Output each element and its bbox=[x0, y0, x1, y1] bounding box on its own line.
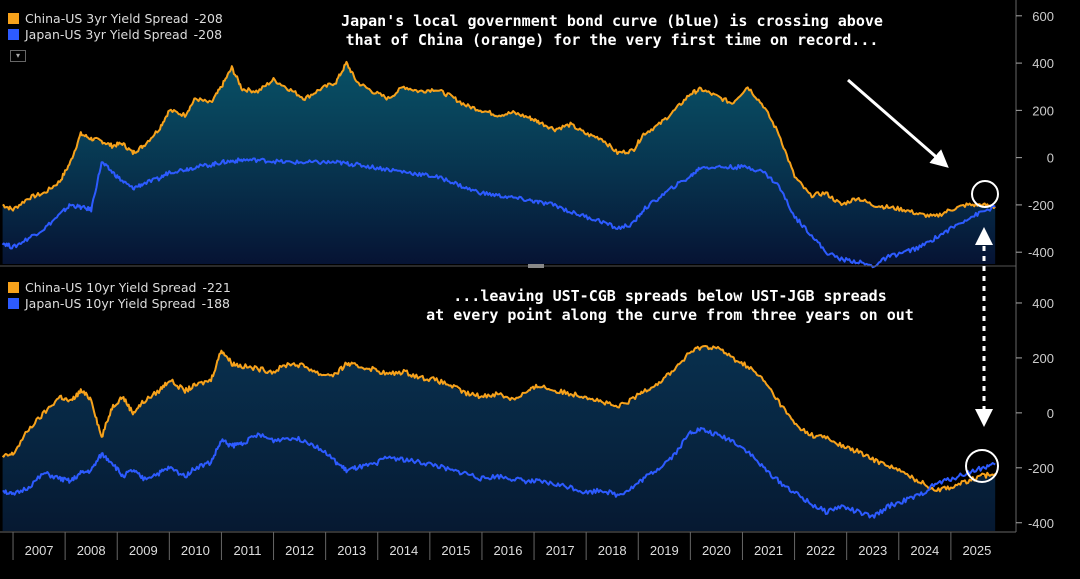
annotation-top-line1: Japan's local government bond curve (blu… bbox=[341, 12, 883, 30]
legend-swatch-japan bbox=[8, 28, 19, 40]
y-axis-bottom: 400 200 0 -200 -400 bbox=[1016, 296, 1054, 531]
x-tick-label: 2016 bbox=[494, 543, 523, 558]
x-tick-label: 2015 bbox=[441, 543, 470, 558]
highlight-circle-top bbox=[971, 180, 999, 208]
legend-value: -221 bbox=[202, 279, 231, 295]
x-tick-label: 2012 bbox=[285, 543, 314, 558]
legend-item-china-10yr[interactable]: China-US 10yr Yield Spread -221 bbox=[8, 279, 231, 295]
series-line-china bbox=[2, 60, 996, 218]
y-tick-label: 0 bbox=[1047, 406, 1054, 421]
y-tick-label: 200 bbox=[1032, 351, 1054, 366]
x-tick-label: 2024 bbox=[910, 543, 939, 558]
series-line-china bbox=[1, 345, 997, 493]
legend-top: China-US 3yr Yield Spread -208 Japan-US … bbox=[8, 10, 223, 42]
panel-resize-handle[interactable] bbox=[528, 264, 544, 268]
area-fill-0 bbox=[2, 63, 996, 264]
x-tick-label: 2023 bbox=[858, 543, 887, 558]
x-tick-label: 2018 bbox=[598, 543, 627, 558]
highlight-circle-bottom bbox=[965, 449, 999, 483]
legend-item-japan-3yr[interactable]: Japan-US 3yr Yield Spread -208 bbox=[8, 26, 223, 42]
x-tick-label: 2009 bbox=[129, 543, 158, 558]
x-tick-label: 2022 bbox=[806, 543, 835, 558]
y-tick-label: -400 bbox=[1028, 516, 1054, 531]
annotation-bottom-line1: ...leaving UST-CGB spreads below UST-JGB… bbox=[453, 287, 887, 305]
x-tick-label: 2008 bbox=[77, 543, 106, 558]
series-line-japan bbox=[1, 157, 996, 269]
annotation-arrow-top bbox=[847, 78, 949, 168]
x-tick-label: 2007 bbox=[25, 543, 54, 558]
legend-item-japan-10yr[interactable]: Japan-US 10yr Yield Spread -188 bbox=[8, 295, 231, 311]
y-axis-top: 600 400 200 0 -200 -400 bbox=[1016, 9, 1054, 260]
y-tick-label: -200 bbox=[1028, 198, 1054, 213]
legend-label: Japan-US 10yr Yield Spread bbox=[25, 295, 196, 311]
x-tick-label: 2017 bbox=[546, 543, 575, 558]
y-tick-label: -200 bbox=[1028, 461, 1054, 476]
x-tick-label: 2013 bbox=[337, 543, 366, 558]
legend-label: China-US 10yr Yield Spread bbox=[25, 279, 197, 295]
legend-collapse-icon[interactable]: ▾ bbox=[10, 50, 26, 62]
x-tick-label: 2025 bbox=[962, 543, 991, 558]
legend-value: -188 bbox=[201, 295, 230, 311]
y-tick-label: 200 bbox=[1032, 103, 1054, 118]
legend-value: -208 bbox=[193, 26, 223, 42]
y-tick-label: -400 bbox=[1028, 245, 1054, 260]
x-tick-label: 2010 bbox=[181, 543, 210, 558]
legend-bottom: China-US 10yr Yield Spread -221 Japan-US… bbox=[8, 279, 231, 311]
annotation-bottom-line2: at every point along the curve from thre… bbox=[426, 306, 914, 324]
annotation-bottom: ...leaving UST-CGB spreads below UST-JGB… bbox=[390, 287, 950, 325]
area-fill-1 bbox=[2, 346, 996, 531]
legend-value: -208 bbox=[194, 10, 223, 26]
legend-swatch-china bbox=[8, 281, 19, 293]
y-tick-label: 400 bbox=[1032, 56, 1054, 71]
legend-item-china-3yr[interactable]: China-US 3yr Yield Spread -208 bbox=[8, 10, 223, 26]
series-line-japan bbox=[2, 427, 996, 519]
x-tick-label: 2019 bbox=[650, 543, 679, 558]
x-tick-label: 2021 bbox=[754, 543, 783, 558]
legend-swatch-japan bbox=[8, 297, 19, 309]
annotation-top: Japan's local government bond curve (blu… bbox=[282, 12, 942, 50]
legend-label: Japan-US 3yr Yield Spread bbox=[25, 26, 188, 42]
bottom-panel-10yr bbox=[1, 345, 997, 531]
y-tick-label: 400 bbox=[1032, 296, 1054, 311]
legend-label: China-US 3yr Yield Spread bbox=[25, 10, 189, 26]
y-tick-label: 0 bbox=[1047, 151, 1054, 166]
y-tick-label: 600 bbox=[1032, 9, 1054, 24]
x-axis: 2007 2008 2009 2010 2011 2012 2013 2014 2015 2016… bbox=[12, 532, 991, 560]
x-tick-label: 2020 bbox=[702, 543, 731, 558]
x-tick-label: 2011 bbox=[234, 543, 262, 558]
x-tick-label: 2014 bbox=[389, 543, 418, 558]
top-panel-3yr bbox=[1, 60, 996, 269]
annotation-top-line2: that of China (orange) for the very firs… bbox=[345, 31, 879, 49]
legend-swatch-china bbox=[8, 12, 19, 24]
